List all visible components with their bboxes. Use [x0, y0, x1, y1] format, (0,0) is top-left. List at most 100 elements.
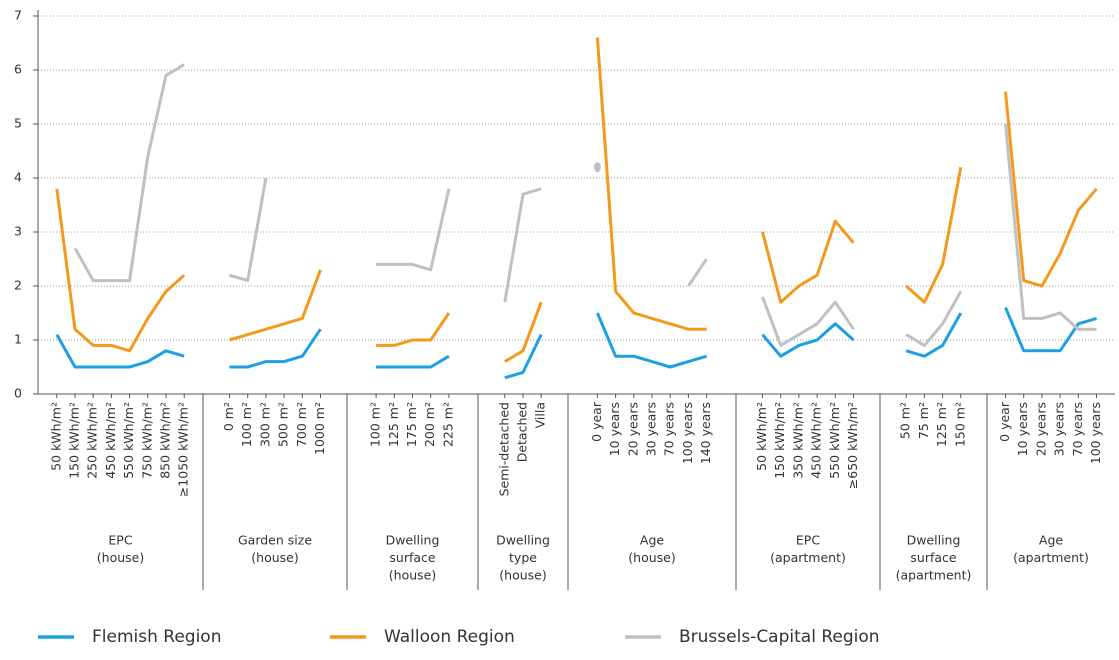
series-line	[595, 37, 707, 331]
x-tick-label: 0 m²	[221, 402, 236, 431]
x-tick-label: 225 m²	[440, 402, 455, 447]
series-line	[905, 312, 963, 358]
series-line	[229, 269, 322, 342]
y-tick-label: 7	[14, 8, 22, 23]
x-tick-label: 150 kWh/m²	[67, 402, 82, 479]
series-line	[503, 187, 542, 303]
series-line	[504, 333, 543, 380]
group-label: EPC	[108, 533, 132, 548]
group-label: (apartment)	[1013, 550, 1089, 565]
series-point	[593, 162, 601, 173]
x-tick-label: ≥1050 kWh/m²	[176, 402, 191, 497]
group-label: (house)	[251, 550, 298, 565]
x-tick-label: 70 years	[662, 402, 677, 456]
legend-label: Brussels-Capital Region	[679, 627, 880, 647]
y-tick-label: 3	[14, 224, 22, 239]
group-label: surface	[910, 550, 957, 565]
x-tick-label: 75 m²	[916, 402, 931, 439]
series-line	[55, 333, 185, 369]
x-tick-label: Detached	[515, 402, 530, 462]
group-label: Dwelling	[907, 533, 961, 548]
x-tick-label: 300 m²	[257, 402, 272, 447]
x-tick-label: 125 m²	[386, 402, 401, 447]
x-tick-label: 50 kWh/m²	[48, 402, 63, 471]
x-tick-label: 0 year	[589, 401, 604, 442]
series-line	[761, 322, 855, 358]
x-tick-label: 140 years	[698, 402, 713, 464]
legend-label: Walloon Region	[384, 627, 515, 647]
x-tick-label: 175 m²	[404, 402, 419, 447]
x-tick-label: 150 m²	[952, 402, 967, 447]
x-tick-label: 10 years	[607, 402, 622, 456]
series-line	[1004, 123, 1097, 331]
x-tick-label: 750 kWh/m²	[139, 402, 154, 479]
x-tick-label: 50 m²	[898, 402, 913, 439]
group-label: (house)	[97, 550, 144, 565]
x-tick-label: 125 m²	[934, 402, 949, 447]
group-label: type	[509, 550, 537, 565]
group-label: EPC	[796, 533, 820, 548]
series-line	[73, 63, 185, 283]
x-tick-label: 700 m²	[294, 402, 309, 447]
group-label: (apartment)	[770, 550, 846, 565]
x-tick-label: 450 kWh/m²	[809, 402, 824, 479]
series-line	[55, 188, 186, 353]
y-tick-label: 6	[14, 62, 22, 77]
x-tick-label: 200 m²	[422, 402, 437, 447]
y-tick-label: 4	[14, 170, 22, 185]
y-tick-label: 1	[14, 332, 22, 347]
series-line	[596, 312, 708, 369]
group-label: Dwelling	[386, 533, 440, 548]
group-label: Garden size	[238, 533, 312, 548]
series-line	[229, 328, 322, 369]
series-line	[504, 301, 543, 363]
y-tick-label: 0	[14, 386, 22, 401]
x-tick-label: 0 year	[997, 401, 1012, 442]
x-tick-label: 70 years	[1070, 402, 1085, 456]
x-tick-label: Villa	[533, 402, 548, 428]
y-tick-label: 5	[14, 116, 22, 131]
series-line	[229, 177, 268, 283]
series-line	[761, 296, 855, 347]
series-line	[1004, 307, 1097, 353]
x-tick-label: 500 m²	[276, 402, 291, 447]
x-tick-label: 550 kWh/m²	[121, 402, 136, 479]
y-tick-label: 2	[14, 278, 22, 293]
series-line	[1004, 91, 1098, 288]
series-line	[376, 312, 451, 347]
series-line	[761, 219, 855, 304]
series-line	[376, 188, 451, 272]
x-tick-label: 50 kWh/m²	[754, 402, 769, 471]
group-label: (apartment)	[896, 568, 972, 583]
group-label: Age	[640, 533, 664, 548]
x-tick-label: 30 years	[644, 402, 659, 456]
x-tick-label: 850 kWh/m²	[158, 402, 173, 479]
x-tick-label: 1000 m²	[312, 402, 327, 455]
x-tick-label: 350 kWh/m²	[790, 402, 805, 479]
group-label: surface	[389, 550, 436, 565]
series-line	[376, 354, 450, 369]
x-tick-label: 100 m²	[239, 402, 254, 447]
x-tick-label: 20 years	[1033, 402, 1048, 456]
x-tick-label: 100 years	[680, 402, 695, 464]
x-tick-label: 250 kWh/m²	[85, 402, 100, 479]
group-label: (house)	[499, 568, 546, 583]
x-tick-label: 450 kWh/m²	[103, 402, 118, 479]
x-tick-label: 30 years	[1052, 402, 1067, 456]
x-tick-label: 10 years	[1015, 402, 1030, 456]
x-tick-label: 150 kWh/m²	[772, 402, 787, 479]
x-tick-label: 20 years	[625, 402, 640, 456]
x-tick-label: Semi-detached	[496, 402, 511, 496]
x-tick-label: ≥650 kWh/m²	[845, 402, 860, 489]
series-line	[905, 290, 963, 347]
group-label: (house)	[628, 550, 675, 565]
group-label: Dwelling	[496, 533, 550, 548]
x-tick-label: 550 kWh/m²	[827, 402, 842, 479]
x-tick-label: 100 m²	[368, 402, 383, 447]
series-line	[905, 166, 963, 304]
x-tick-label: 100 years	[1088, 402, 1103, 464]
series-line	[687, 258, 708, 287]
group-label: Age	[1039, 533, 1063, 548]
legend-label: Flemish Region	[92, 627, 221, 647]
